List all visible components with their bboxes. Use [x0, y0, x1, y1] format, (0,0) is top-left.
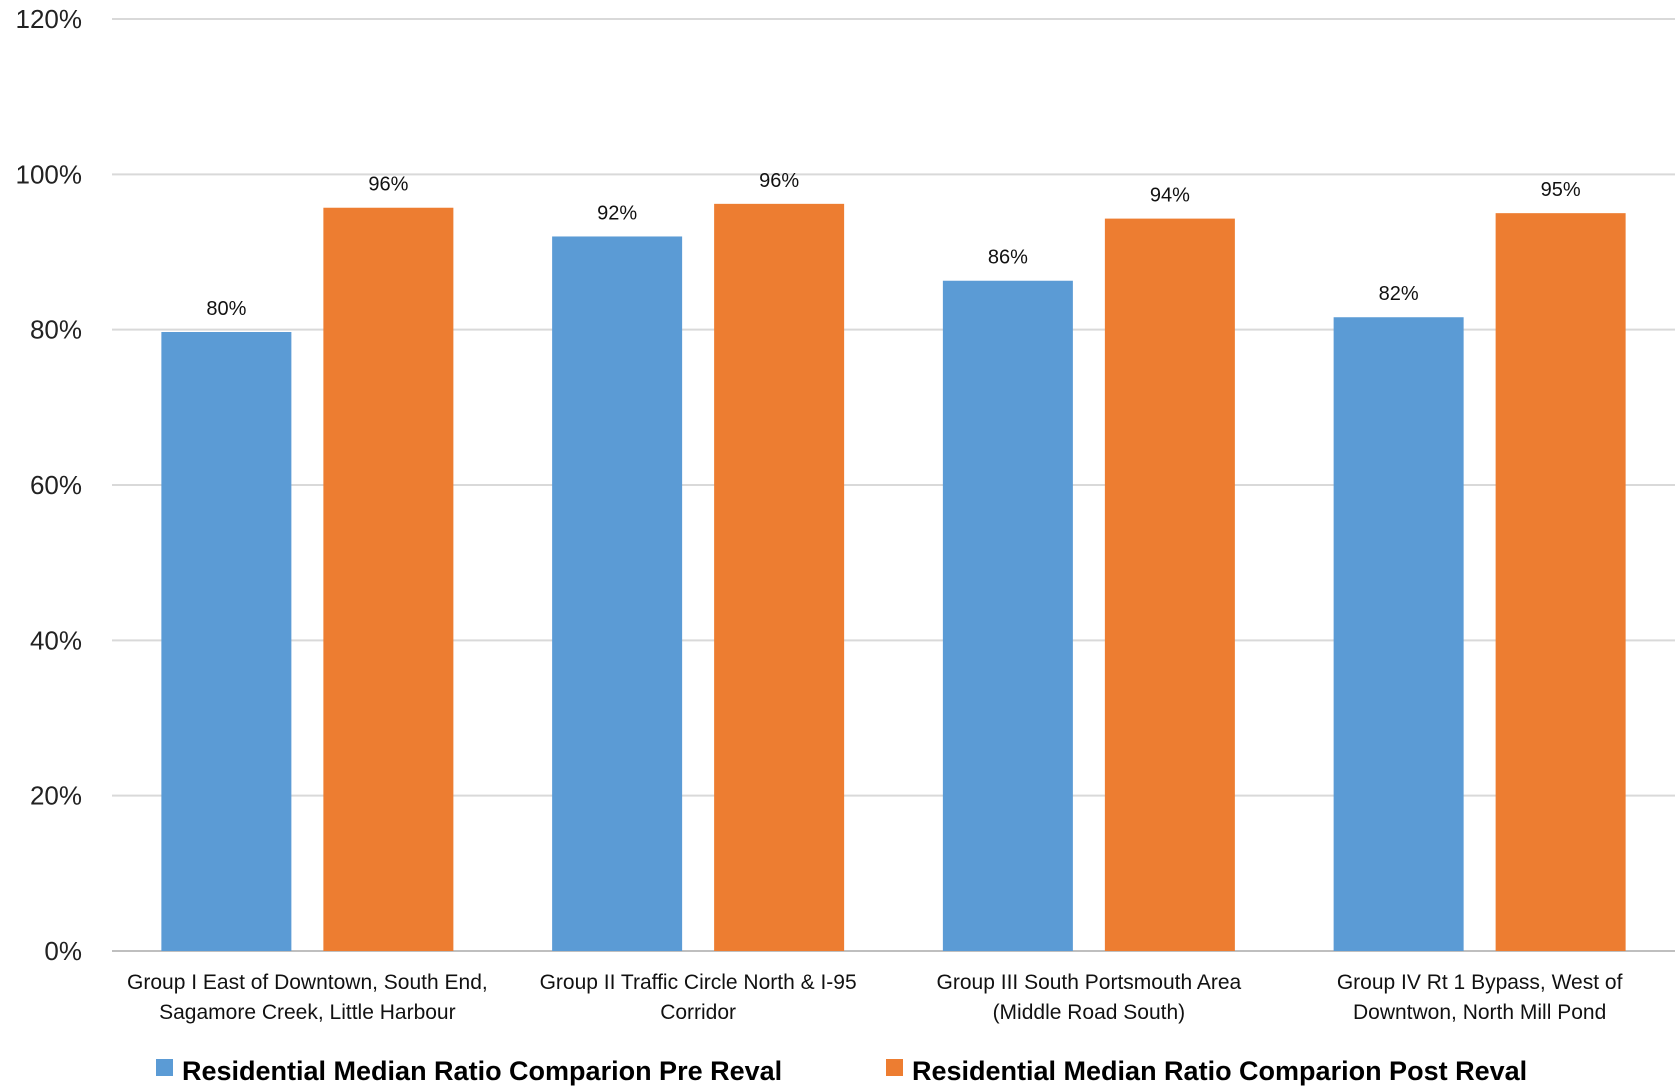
bar-post-reval — [1104, 218, 1235, 951]
data-label: 95% — [1541, 179, 1581, 201]
data-labels: 80% 96% 92% 96% 86% 94% 82% 95% — [206, 170, 1580, 320]
y-tick-label: 20% — [30, 781, 82, 811]
bar-post-reval — [1495, 213, 1626, 951]
bar-pre-reval — [942, 280, 1073, 951]
x-tick-label: Group II Traffic Circle North & I-95 — [540, 971, 857, 994]
legend-swatch — [886, 1059, 903, 1076]
data-label: 86% — [988, 247, 1028, 269]
x-tick-label: Sagamore Creek, Little Harbour — [159, 1001, 455, 1024]
bar-pre-reval — [1333, 317, 1464, 951]
bars — [161, 203, 1626, 952]
legend-swatch — [156, 1059, 173, 1076]
data-label: 96% — [759, 170, 799, 192]
x-tick-label: Group I East of Downtown, South End, — [127, 971, 488, 994]
y-tick-label: 100% — [16, 159, 83, 189]
bar-pre-reval — [552, 236, 683, 951]
data-label: 92% — [597, 202, 637, 224]
y-tick-label: 120% — [16, 4, 83, 34]
bar-post-reval — [714, 203, 845, 951]
data-label: 82% — [1379, 283, 1419, 305]
bar-post-reval — [323, 207, 454, 952]
bar-pre-reval — [161, 331, 292, 951]
y-tick-label: 60% — [30, 470, 82, 500]
y-tick-label: 80% — [30, 315, 82, 345]
legend-label: Residential Median Ratio Comparion Post … — [912, 1056, 1527, 1086]
data-label: 96% — [368, 174, 408, 196]
x-tick-label: Group III South Portsmouth Area — [937, 971, 1242, 994]
x-tick-label: Downtwon, North Mill Pond — [1353, 1001, 1606, 1024]
x-tick-label: Group IV Rt 1 Bypass, West of — [1337, 971, 1623, 994]
legend: Residential Median Ratio Comparion Pre R… — [156, 1056, 1527, 1086]
x-axis-labels: Group I East of Downtown, South End, Saga… — [127, 971, 1623, 1024]
legend-label: Residential Median Ratio Comparion Pre R… — [182, 1056, 782, 1086]
y-tick-label: 40% — [30, 625, 82, 655]
data-label: 94% — [1150, 185, 1190, 207]
y-tick-label: 0% — [44, 936, 82, 966]
x-tick-label: Corridor — [660, 1001, 736, 1024]
data-label: 80% — [206, 298, 246, 320]
y-axis-ticks: 0% 20% 40% 60% 80% 100% 120% — [16, 4, 83, 966]
x-tick-label: (Middle Road South) — [993, 1001, 1186, 1024]
